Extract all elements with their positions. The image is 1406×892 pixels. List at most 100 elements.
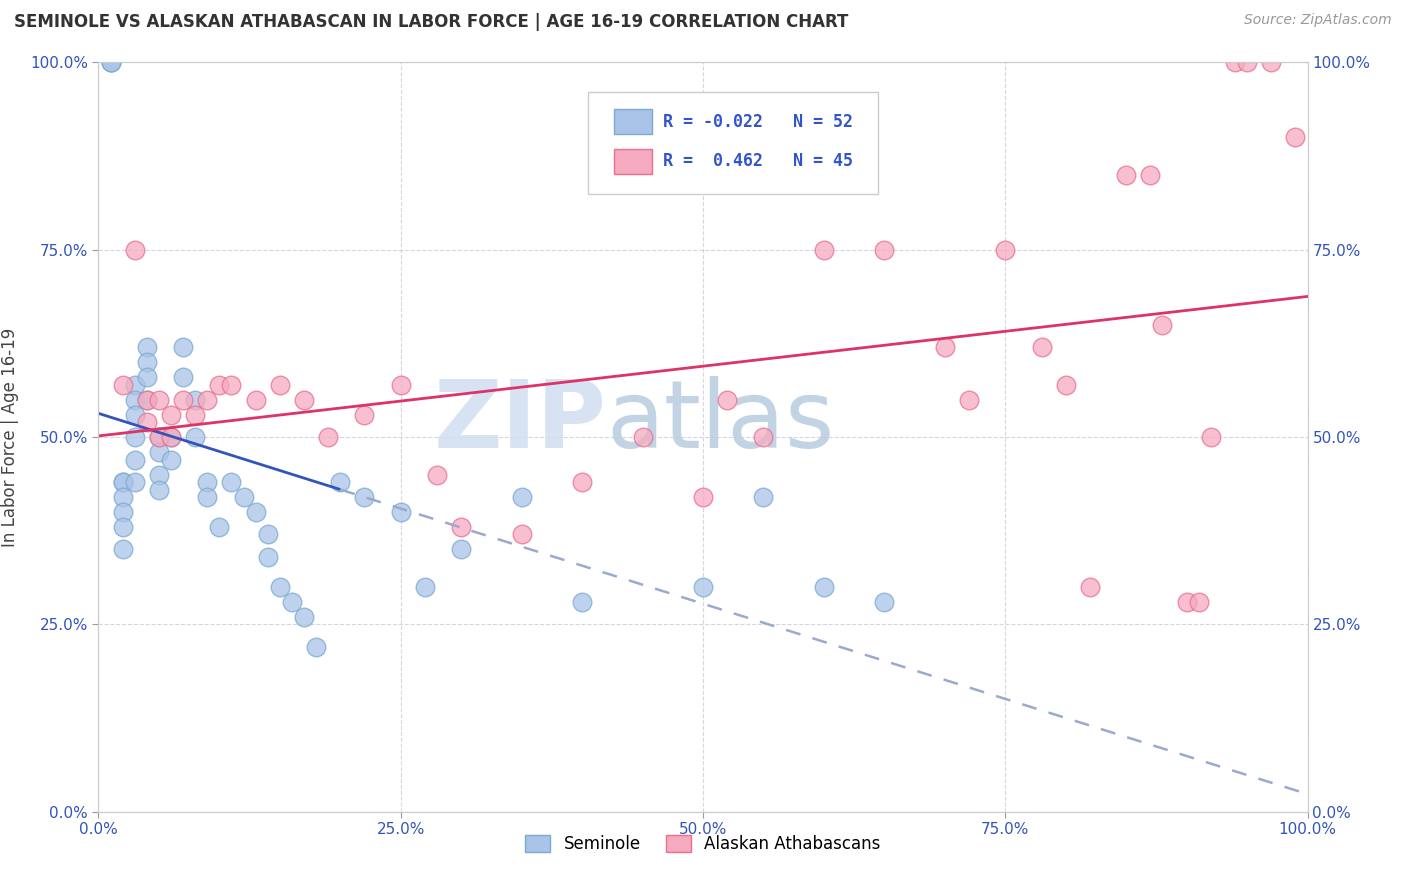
FancyBboxPatch shape [613,109,652,135]
Point [281,595,304,609]
Point [160,430,183,444]
Point [232,490,254,504]
Point [148,483,170,497]
Point [1078,580,1101,594]
Point [135,392,157,407]
Point [692,580,714,594]
Point [1199,430,1222,444]
Point [873,243,896,257]
Point [111,475,134,489]
Point [124,408,146,422]
Point [184,392,207,407]
Point [571,595,593,609]
Point [716,392,738,407]
Point [111,377,134,392]
Point [292,392,315,407]
Point [148,430,170,444]
Point [124,377,146,392]
Point [111,542,134,557]
Point [135,415,157,429]
Point [135,355,157,369]
Point [353,490,375,504]
Point [389,377,412,392]
Point [292,610,315,624]
Point [631,430,654,444]
Text: ZIP: ZIP [433,376,606,468]
Point [256,549,278,564]
Text: atlas: atlas [606,376,835,468]
Point [1284,130,1306,145]
Point [426,467,449,482]
Point [172,340,194,354]
Point [1223,55,1246,70]
Point [195,475,218,489]
Point [195,392,218,407]
Point [510,527,533,541]
FancyBboxPatch shape [613,149,652,174]
Text: R = -0.022   N = 52: R = -0.022 N = 52 [664,113,853,131]
Text: R =  0.462   N = 45: R = 0.462 N = 45 [664,153,853,170]
Point [752,430,775,444]
Point [221,377,243,392]
Point [245,505,267,519]
Point [111,520,134,534]
Point [1152,318,1174,332]
Point [100,55,122,70]
Point [135,392,157,407]
Point [124,452,146,467]
Point [329,475,352,489]
Point [208,520,231,534]
Point [135,370,157,384]
Point [813,580,835,594]
Point [752,490,775,504]
Point [184,408,207,422]
Point [100,55,122,70]
Point [111,490,134,504]
Point [148,467,170,482]
Point [124,430,146,444]
FancyBboxPatch shape [588,93,879,194]
Point [100,55,122,70]
Point [172,392,194,407]
Point [160,408,183,422]
Point [1115,168,1137,182]
Point [221,475,243,489]
Point [305,640,328,654]
Point [195,490,218,504]
Point [160,452,183,467]
Point [413,580,436,594]
Point [813,243,835,257]
Point [1260,55,1282,70]
Point [135,340,157,354]
Point [111,505,134,519]
Point [124,475,146,489]
Point [148,430,170,444]
Text: SEMINOLE VS ALASKAN ATHABASCAN IN LABOR FORCE | AGE 16-19 CORRELATION CHART: SEMINOLE VS ALASKAN ATHABASCAN IN LABOR … [14,13,848,31]
Point [1139,168,1161,182]
Point [692,490,714,504]
Point [245,392,267,407]
Point [353,408,375,422]
Point [1031,340,1053,354]
Point [1236,55,1258,70]
Point [571,475,593,489]
Point [124,392,146,407]
Point [269,377,291,392]
Point [450,542,472,557]
Point [172,370,194,384]
Point [208,377,231,392]
Point [256,527,278,541]
Point [450,520,472,534]
Point [1188,595,1211,609]
Point [269,580,291,594]
Point [184,430,207,444]
Point [111,475,134,489]
Text: Source: ZipAtlas.com: Source: ZipAtlas.com [1244,13,1392,28]
Legend: Seminole, Alaskan Athabascans: Seminole, Alaskan Athabascans [519,828,887,860]
Point [124,243,146,257]
Point [1175,595,1198,609]
Point [148,392,170,407]
Point [994,243,1017,257]
Point [873,595,896,609]
Point [389,505,412,519]
